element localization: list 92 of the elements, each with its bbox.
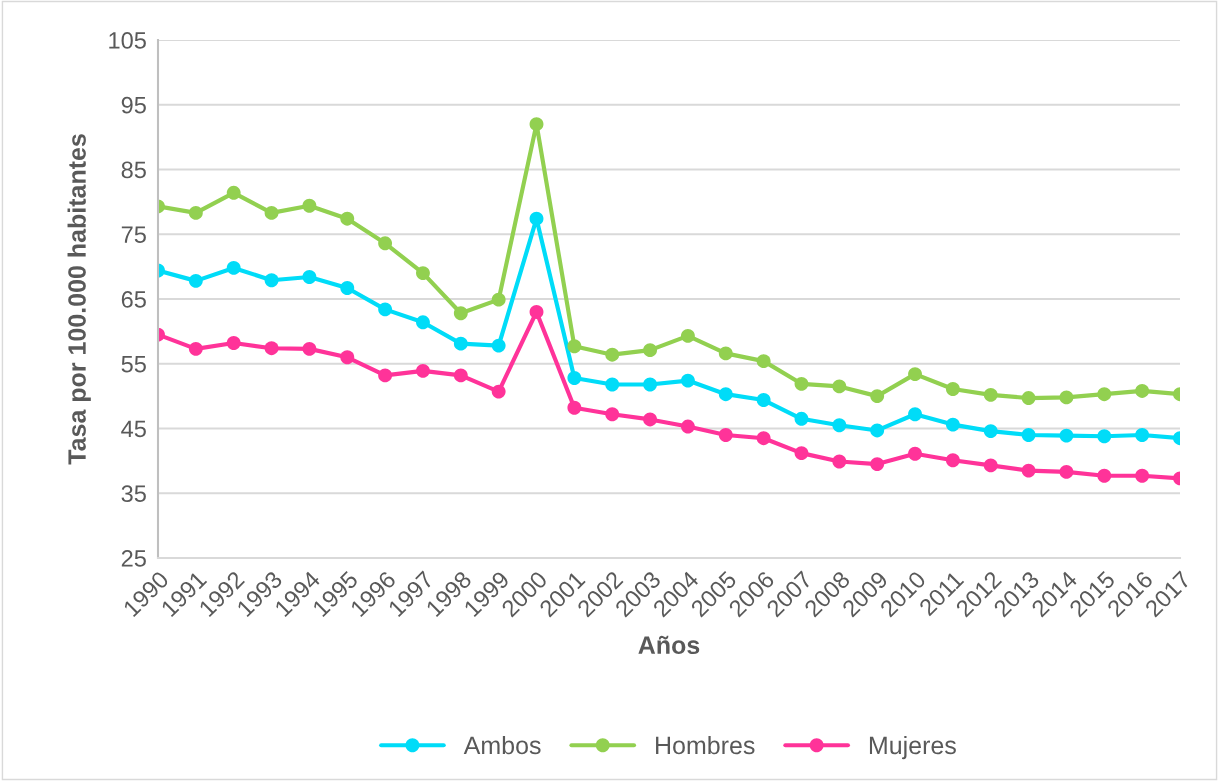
point [756, 431, 771, 446]
point [264, 205, 279, 220]
point [605, 407, 620, 422]
point [453, 306, 468, 321]
point [340, 281, 355, 295]
point [340, 211, 355, 226]
y-tick-label: 65 [121, 291, 146, 308]
point [643, 343, 658, 358]
point [680, 373, 695, 388]
x-axis-title: Años [638, 635, 700, 655]
y-tick-label: 75 [121, 226, 146, 244]
point [983, 458, 998, 473]
point [832, 418, 847, 433]
point [680, 328, 695, 343]
point [870, 457, 885, 472]
point [794, 376, 809, 391]
point [1059, 464, 1074, 479]
point [302, 198, 317, 213]
y-tick-label: 95 [121, 96, 146, 114]
point [794, 446, 809, 461]
point [491, 338, 506, 353]
point [567, 339, 582, 354]
point [529, 305, 544, 319]
point [945, 453, 960, 468]
point [567, 371, 582, 385]
point [378, 302, 393, 317]
point [794, 411, 809, 426]
point [453, 336, 468, 351]
point [870, 389, 885, 404]
point [491, 292, 506, 307]
y-tick-label: 25 [121, 550, 146, 567]
y-tick-label: 55 [121, 356, 146, 373]
point [1059, 390, 1074, 405]
point [226, 185, 241, 200]
point [1021, 463, 1036, 478]
point [378, 368, 393, 383]
point [832, 454, 847, 469]
point [1097, 468, 1112, 483]
point [680, 419, 695, 434]
point [983, 387, 998, 402]
point [491, 384, 506, 399]
y-tick-label: 105 [109, 32, 146, 49]
point [1097, 429, 1112, 444]
point [416, 315, 430, 330]
point [718, 387, 733, 402]
point [226, 336, 241, 350]
point [1021, 391, 1036, 406]
point [188, 205, 203, 220]
point [718, 428, 733, 442]
point [756, 393, 771, 407]
point [302, 270, 317, 284]
point [264, 341, 279, 356]
point [908, 446, 922, 461]
point [1135, 428, 1150, 442]
y-tick-label: 35 [121, 485, 146, 503]
y-tick-label: 45 [121, 420, 146, 438]
point [226, 260, 241, 275]
point [529, 211, 544, 226]
point [1135, 468, 1150, 483]
point [756, 354, 771, 369]
point [945, 417, 960, 432]
point [908, 407, 922, 422]
point [983, 424, 998, 439]
point [643, 412, 658, 427]
point [529, 117, 544, 132]
point [870, 423, 885, 438]
legend-label: Mujeres [869, 735, 956, 760]
point [605, 347, 620, 362]
point [416, 266, 430, 281]
point [188, 341, 203, 356]
point [188, 273, 203, 288]
legend-label: Ambos [463, 735, 541, 755]
point [832, 379, 847, 394]
point [945, 382, 960, 396]
point [416, 363, 430, 378]
y-axis-title: Tasa por 100.000 habitantes [67, 134, 91, 465]
point [264, 273, 279, 288]
point [567, 400, 582, 415]
point [453, 368, 468, 383]
point [378, 236, 393, 251]
point [1059, 428, 1074, 443]
y-tick-label: 85 [121, 161, 146, 179]
legend-label: Hombres [656, 735, 755, 755]
point [908, 367, 922, 382]
point [718, 346, 733, 361]
point [1021, 428, 1036, 442]
point [1135, 384, 1150, 398]
point [302, 341, 317, 356]
point [643, 377, 658, 392]
point [1097, 387, 1112, 402]
point [605, 377, 620, 392]
point [340, 350, 355, 365]
